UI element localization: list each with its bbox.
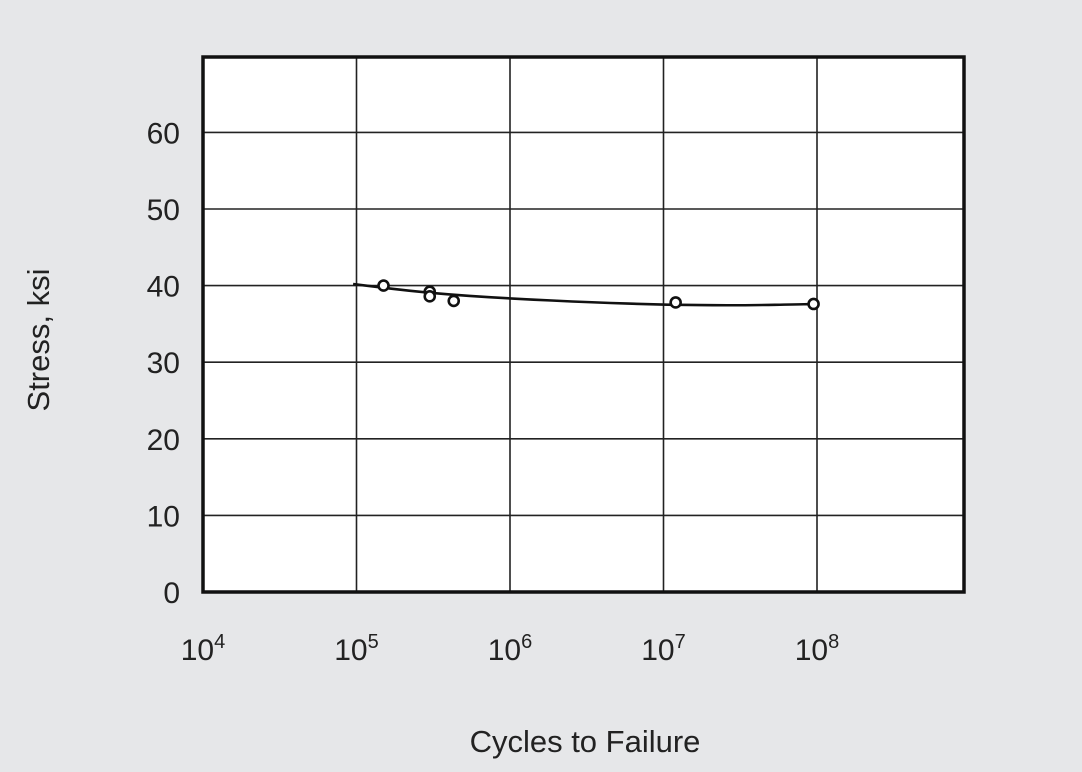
y-tick-label: 60 xyxy=(147,117,180,150)
x-tick-label: 105 xyxy=(334,631,379,667)
data-points xyxy=(377,279,820,311)
x-tick-label: 106 xyxy=(488,631,533,667)
y-tick-label: 0 xyxy=(163,577,180,610)
x-tick-label: 108 xyxy=(795,631,840,667)
fit-curve xyxy=(352,282,815,307)
y-tick-label: 10 xyxy=(147,500,180,533)
plot-frame xyxy=(201,55,966,594)
x-axis-title: Cycles to Failure xyxy=(470,724,701,759)
data-point xyxy=(423,290,437,303)
y-tick-label: 30 xyxy=(147,347,180,380)
y-tick-label: 40 xyxy=(147,271,180,304)
data-point xyxy=(447,294,461,308)
grid xyxy=(203,57,964,592)
data-point xyxy=(807,297,820,311)
y-tick-label: 50 xyxy=(147,194,180,227)
x-tick-label: 107 xyxy=(641,631,686,667)
data-point xyxy=(377,279,390,292)
plot-area xyxy=(203,57,964,592)
y-axis-title: Stress, ksi xyxy=(21,269,56,412)
y-axis-ticks: 0 10 20 30 40 50 60 xyxy=(147,117,180,610)
data-point xyxy=(669,296,682,309)
x-axis-ticks: 104 105 106 107 108 xyxy=(181,631,840,667)
x-tick-label: 104 xyxy=(181,631,226,667)
y-tick-label: 20 xyxy=(147,424,180,457)
